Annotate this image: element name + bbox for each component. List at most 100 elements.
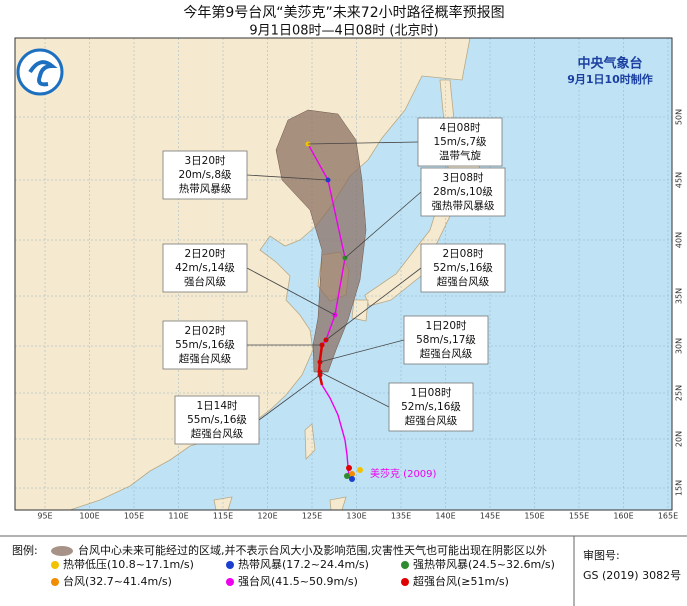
annotation-time: 2日08时	[442, 248, 484, 260]
longitude-label: 105E	[124, 512, 144, 521]
legend-label: 热带低压(10.8~17.1m/s)	[63, 558, 194, 571]
annotation-box	[162, 150, 248, 200]
latitude-label: 40N	[675, 232, 684, 248]
longitude-label: 110E	[168, 512, 188, 521]
annotation-wind: 28m/s,10级	[433, 186, 493, 198]
annotation-box	[420, 243, 506, 293]
annotation-level: 超强台风级	[191, 427, 244, 440]
longitude-label: 150E	[524, 512, 544, 521]
current-position	[344, 473, 350, 479]
longitude-label: 135E	[391, 512, 411, 521]
legend-label: 强热带风暴(24.5~32.6m/s)	[413, 558, 555, 571]
approval-label: 审图号:	[583, 548, 620, 562]
approval-number: GS (2019) 3082号	[583, 569, 681, 582]
issued-time: 9月1日10时制作	[567, 72, 653, 86]
annotation-level: 超强台风级	[420, 347, 473, 360]
annotation-time: 2日20时	[184, 248, 226, 260]
longitude-label: 125E	[302, 512, 322, 521]
longitude-label: 115E	[213, 512, 233, 521]
logo-swirl	[28, 60, 58, 87]
annotation-time: 1日20时	[425, 320, 467, 332]
annotation-box	[403, 315, 489, 365]
legend-label: 超强台风(≥51m/s)	[413, 574, 509, 588]
leader-line	[246, 174, 329, 181]
storm-label: 美莎克 (2009)	[370, 467, 437, 480]
legend-label: 热带风暴(17.2~24.4m/s)	[238, 558, 369, 571]
annotation-wind: 55m/s,16级	[175, 339, 235, 351]
annotation-time: 3日20时	[184, 155, 226, 167]
annotation-wind: 55m/s,16级	[187, 414, 247, 426]
annotation-box	[162, 320, 248, 370]
annotation-box	[420, 167, 506, 217]
probability-cone	[275, 109, 367, 373]
latitude-label: 35N	[675, 288, 684, 304]
leader-line	[319, 339, 405, 363]
current-position	[357, 467, 363, 473]
graticule: 95E 100E 105E 110E 115E 120E 125E 130E 135E 140E 1…	[15, 38, 684, 521]
latitude-label: 20N	[675, 431, 684, 447]
logo	[16, 48, 64, 96]
taiwan	[304, 423, 316, 460]
legend-swatch	[401, 561, 409, 569]
annotation-level: 强台风级	[184, 275, 226, 288]
legend-label: 强台风(41.5~50.9m/s)	[238, 574, 358, 588]
annotation-level: 热带风暴级	[179, 182, 232, 195]
annotation-box	[417, 117, 503, 167]
longitude-label: 140E	[435, 512, 455, 521]
longitude-label: 155E	[569, 512, 589, 521]
leader-line	[344, 191, 422, 259]
current-position	[349, 476, 355, 482]
track-line	[317, 344, 324, 386]
legend-cone-text: 台风中心未来可能经过的区域,并不表示台风大小及影响范围,灾害性天气也可能出现在阴…	[78, 543, 547, 557]
annotation-level: 温带气旋	[439, 149, 481, 162]
annotation-level: 超强台风级	[405, 414, 458, 427]
annotation-wind: 58m/s,17级	[416, 334, 476, 346]
subtitle: 9月1日08时—4日08时 (北京时)	[249, 24, 438, 39]
annotation-wind: 52m/s,16级	[433, 262, 493, 274]
legend-swatch	[226, 578, 234, 586]
annotation-time: 4日08时	[439, 122, 481, 134]
leader-line	[319, 371, 390, 408]
annotation-level: 强热带风暴级	[432, 199, 495, 212]
annotation-wind: 52m/s,16级	[401, 401, 461, 413]
annotation-level: 超强台风级	[437, 275, 490, 288]
legend-swatch	[226, 561, 234, 569]
longitude-label: 145E	[480, 512, 500, 521]
current-position	[349, 471, 355, 477]
latitude-label: 25N	[675, 385, 684, 401]
leader-line	[258, 374, 321, 421]
legend-label: 台风(32.7~41.4m/s)	[63, 574, 172, 588]
annotation-box	[162, 243, 248, 293]
track-line	[321, 384, 350, 479]
leader-line	[246, 267, 336, 316]
leader-line	[307, 141, 419, 145]
longitude-label: 100E	[79, 512, 99, 521]
longitude-label: 160E	[613, 512, 633, 521]
track	[305, 141, 363, 482]
annotation-time: 3日08时	[442, 172, 484, 184]
annotation-time: 2日02时	[184, 325, 226, 337]
longitude-label: 130E	[346, 512, 366, 521]
latitude-label: 45N	[675, 172, 684, 188]
agency-name: 中央气象台	[577, 56, 642, 72]
annotation-time: 1日14时	[196, 400, 238, 412]
legend: 图例: 台风中心未来可能经过的区域,并不表示台风大小及影响范围,灾害性天气也可能…	[0, 535, 687, 606]
legend-title: 图例:	[12, 543, 38, 557]
latitude-label: 15N	[675, 480, 684, 496]
longitude-label: 165E	[658, 512, 678, 521]
annotation-wind: 15m/s,7级	[433, 136, 487, 148]
latitude-label: 50N	[675, 109, 684, 125]
annotation-box	[388, 382, 474, 432]
annotation-box	[174, 395, 260, 445]
annotation-wind: 20m/s,8级	[178, 169, 232, 181]
longitude-label: 95E	[37, 512, 52, 521]
legend-swatch	[401, 578, 409, 586]
annotation-wind: 42m/s,14级	[175, 262, 235, 274]
annotation-level: 超强台风级	[179, 352, 232, 365]
title: 今年第9号台风“美莎克”未来72小时路径概率预报图	[183, 4, 504, 21]
kyushu	[351, 299, 369, 322]
latitude-label: 30N	[675, 338, 684, 354]
map-frame	[14, 37, 673, 511]
